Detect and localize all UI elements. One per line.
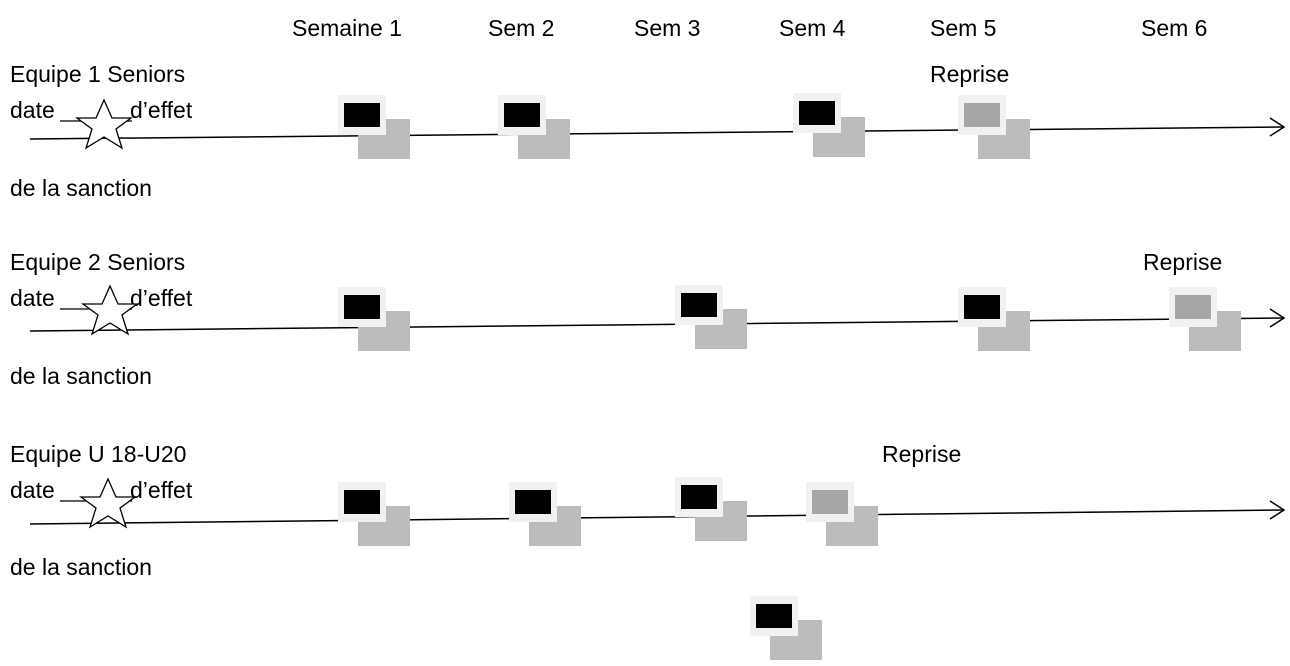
row2-reprise-label: Reprise (1143, 249, 1223, 275)
row1-team-label: Equipe 1 Seniors (10, 61, 186, 87)
week-3-header: Sem 3 (634, 15, 701, 41)
match-screen (344, 490, 380, 514)
row3-reprise-label: Reprise (882, 441, 962, 467)
match-screen (344, 103, 380, 127)
row3-sanction-label: de la sanction (10, 554, 152, 580)
row2-date-suffix: d’effet (130, 285, 193, 311)
row1-date-suffix: d’effet (130, 97, 193, 123)
match-screen (756, 604, 792, 628)
row1-reprise-match-week5 (958, 95, 1040, 165)
match-screen (515, 490, 551, 514)
row1-sanction-label: de la sanction (10, 175, 152, 201)
week-2-header: Sem 2 (488, 15, 555, 41)
bottom-suspended-match-icon (750, 596, 832, 666)
row1-suspended-match-week2 (498, 95, 580, 165)
match-screen (681, 485, 717, 509)
row2-suspended-match-week3 (675, 285, 757, 355)
row2-star-icon (81, 284, 139, 336)
row3-date-suffix: d’effet (130, 477, 193, 503)
week-6-header: Sem 6 (1141, 15, 1208, 41)
match-screen (964, 103, 1000, 127)
row2-date-prefix: date (10, 285, 55, 311)
week-4-header: Sem 4 (779, 15, 846, 41)
match-screen (344, 295, 380, 319)
row3-date-prefix: date (10, 477, 55, 503)
row2-suspended-match-week5 (958, 287, 1040, 357)
row1-timeline-arrow (29, 117, 1286, 140)
row3-suspended-match-week1 (338, 482, 420, 552)
row3-suspended-match-week3 (675, 477, 757, 547)
row3-team-label: Equipe U 18-U20 (10, 441, 187, 467)
row1-star-icon (75, 98, 133, 150)
match-screen (504, 103, 540, 127)
row1-suspended-match-week1 (338, 95, 420, 165)
row3-reprise-match-week4 (806, 482, 888, 552)
row2-team-label: Equipe 2 Seniors (10, 249, 186, 275)
row1-date-prefix: date (10, 97, 55, 123)
row2-reprise-match-week6 (1169, 287, 1251, 357)
match-screen (964, 295, 1000, 319)
row3-timeline-arrow (29, 500, 1286, 525)
row2-timeline-arrow (29, 308, 1286, 332)
row1-reprise-label: Reprise (930, 61, 1010, 87)
match-screen (1175, 295, 1211, 319)
row3-suspended-match-week2 (509, 482, 591, 552)
match-screen (681, 293, 717, 317)
week-1-header: Semaine 1 (292, 15, 402, 41)
week-5-header: Sem 5 (930, 15, 997, 41)
row2-sanction-label: de la sanction (10, 363, 152, 389)
match-screen (812, 490, 848, 514)
row3-star-icon (79, 477, 137, 529)
match-screen (799, 101, 835, 125)
row1-suspended-match-week4 (793, 93, 875, 163)
row2-suspended-match-week1 (338, 287, 420, 357)
